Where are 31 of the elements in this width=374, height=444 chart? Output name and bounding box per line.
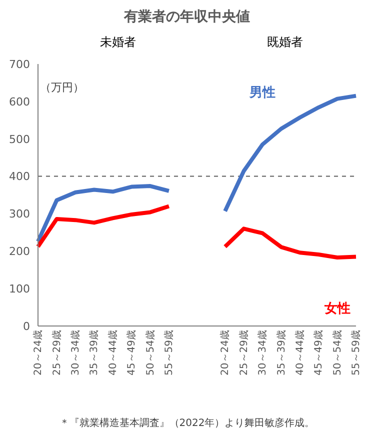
x-tick-label: 25～29歳 (50, 330, 63, 376)
y-tick-label: 700 (9, 58, 30, 71)
y-tick-label: 0 (23, 320, 30, 333)
chart-title: 有業者の年収中央値 (122, 8, 251, 26)
x-tick-label: 30～34歳 (70, 330, 82, 376)
x-tick-label: 45～49歳 (312, 330, 325, 376)
x-tick-label: 30～34歳 (256, 330, 269, 376)
x-tick-label: 50～54歳 (144, 330, 156, 376)
y-tick-label: 500 (9, 132, 30, 146)
x-tick-label: 55～59歳 (350, 330, 362, 376)
x-tick-label: 20～24歳 (32, 330, 44, 376)
x-tick-label: 50～54歳 (331, 330, 344, 376)
y-tick-label: 400 (9, 170, 30, 184)
x-tick-label: 35～39歳 (275, 330, 288, 376)
text: ＊『就業構造基本調査』（2022年）より舞田敏彦作成。 (58, 416, 316, 430)
y-tick-label: 100 (9, 282, 30, 296)
y-axis-title: （万円） (40, 80, 84, 95)
y-tick-label: 600 (9, 95, 30, 108)
text: 未婚者 (99, 34, 137, 51)
text: 女性 (323, 302, 350, 317)
x-tick-label: 35～39歳 (88, 330, 100, 376)
x-tick-label: 20～24歳 (219, 330, 232, 376)
y-tick-label: 200 (9, 245, 30, 258)
x-tick-label: 40～44歳 (106, 330, 119, 376)
x-tick-label: 40～44歳 (294, 330, 306, 376)
y-tick-label: 300 (9, 208, 30, 221)
x-tick-label: 45～49歳 (126, 330, 138, 376)
x-tick-label: 25～29歳 (238, 330, 250, 376)
x-tick-label: 55～59歳 (163, 330, 176, 376)
text: 既婚者 (266, 34, 304, 51)
text: 男性 (248, 85, 276, 100)
